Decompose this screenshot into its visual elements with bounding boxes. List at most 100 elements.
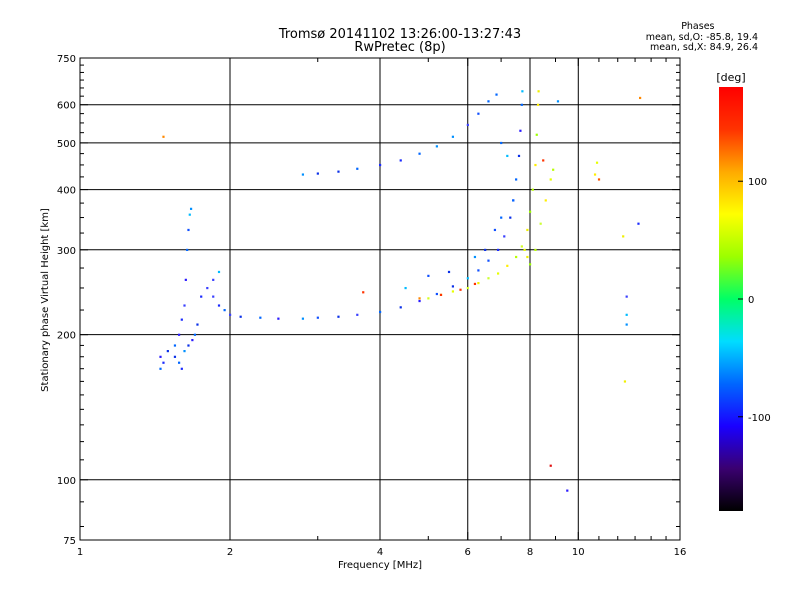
y-tick-label: 500 (57, 139, 76, 150)
chart-title: Tromsø 20141102 13:26:00-13:27:43 (278, 27, 522, 42)
data-point (493, 228, 497, 232)
y-tick-label: 300 (57, 246, 76, 257)
x-axis-label: Frequency [MHz] (338, 560, 422, 571)
data-point (337, 315, 340, 318)
x-tick-label: 8 (527, 547, 533, 558)
data-point (549, 178, 552, 181)
data-point (515, 255, 518, 259)
data-point (544, 199, 547, 202)
data-point (427, 297, 430, 300)
data-point (515, 178, 518, 181)
colorbar-tick-label: -100 (748, 413, 771, 424)
colorbar-label: [deg] (716, 71, 745, 84)
data-point (188, 213, 191, 216)
data-point (212, 278, 215, 281)
data-point (435, 145, 438, 148)
data-point (639, 96, 642, 100)
y-tick-label: 100 (57, 476, 76, 487)
data-point (362, 291, 365, 294)
data-point (356, 167, 359, 170)
data-point (500, 216, 503, 219)
data-point (173, 344, 177, 347)
data-point (595, 161, 599, 164)
data-point (177, 361, 181, 364)
data-point (196, 323, 199, 326)
data-point (517, 154, 521, 158)
data-point (451, 135, 455, 138)
data-point (506, 264, 509, 267)
data-point (404, 286, 407, 290)
data-point (379, 163, 382, 167)
data-point (206, 286, 209, 290)
data-point (418, 152, 421, 155)
data-point (189, 207, 193, 210)
data-point (625, 323, 628, 326)
data-point (277, 317, 280, 320)
y-tick-label: 750 (57, 54, 76, 65)
colorbar-tick-label: 0 (748, 295, 754, 306)
data-points (159, 90, 642, 492)
data-point (447, 270, 451, 274)
y-tick-label: 75 (63, 536, 76, 547)
data-point (539, 222, 542, 225)
data-point (496, 248, 500, 252)
data-point (625, 313, 628, 316)
y-axis-label: Stationary phase Virtual Height [km] (40, 208, 51, 392)
data-point (503, 235, 506, 238)
data-point (173, 355, 177, 358)
data-point (536, 103, 540, 106)
data-point (597, 178, 601, 181)
data-point (217, 270, 221, 274)
data-point (162, 135, 165, 138)
axes: 1 2 4 6 8 10 16 75 100 200 300 400 500 600 750 (57, 54, 686, 558)
data-point (427, 274, 430, 277)
x-tick-label: 1 (77, 547, 83, 558)
data-point (193, 333, 197, 336)
data-point (496, 272, 500, 275)
data-point (451, 285, 455, 288)
data-point (512, 199, 515, 202)
data-point (506, 154, 509, 158)
data-point (556, 100, 560, 103)
data-point (509, 216, 512, 219)
data-point (487, 259, 490, 262)
data-point (466, 277, 469, 280)
data-point (625, 295, 628, 298)
data-point (184, 278, 187, 281)
data-point (484, 248, 487, 252)
data-point (477, 112, 480, 115)
data-point (534, 163, 537, 167)
data-point (186, 248, 189, 252)
phase-stats: Phases mean, sd,O: -85.8, 19.4 mean, sd,… (645, 21, 758, 54)
x-tick-label: 6 (465, 547, 471, 558)
data-point (159, 367, 162, 370)
data-point (520, 103, 523, 106)
data-point (535, 133, 538, 136)
data-point (177, 333, 181, 336)
data-point (487, 277, 490, 280)
data-point (212, 295, 215, 298)
data-point (159, 355, 162, 358)
data-point (466, 286, 469, 290)
phase-stats-o: mean, sd,O: -85.8, 19.4 (645, 31, 758, 43)
data-point (223, 309, 226, 312)
phase-stats-heading: Phases (681, 21, 715, 32)
data-point (259, 316, 262, 319)
y-tick-label: 600 (57, 101, 76, 112)
data-point (593, 173, 597, 176)
data-point (166, 350, 169, 353)
data-point (637, 222, 640, 225)
colorbar: [deg] 100 0 -100 (716, 71, 771, 511)
data-point (473, 255, 477, 259)
data-point (459, 288, 462, 291)
data-point (418, 299, 421, 303)
data-point (523, 248, 526, 252)
data-point (549, 464, 552, 467)
data-point (500, 141, 503, 145)
data-point (301, 173, 305, 176)
data-point (187, 228, 190, 232)
x-tick-label: 2 (227, 547, 233, 558)
data-point (399, 306, 402, 309)
data-point (191, 338, 194, 342)
data-point (180, 367, 183, 370)
